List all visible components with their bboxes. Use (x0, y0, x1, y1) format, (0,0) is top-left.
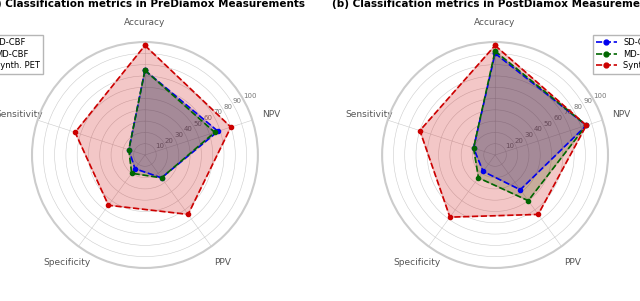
Polygon shape (474, 51, 586, 201)
Legend: SD-CBF, MD-CBF, Synth. PET: SD-CBF, MD-CBF, Synth. PET (0, 35, 43, 74)
Polygon shape (420, 45, 586, 217)
Title: (a) Classification metrics in PreDiamox Measurements: (a) Classification metrics in PreDiamox … (0, 0, 305, 9)
Polygon shape (129, 70, 215, 178)
Polygon shape (474, 53, 586, 190)
Polygon shape (129, 70, 218, 178)
Polygon shape (75, 45, 231, 214)
Title: (b) Classification metrics in PostDiamox Measurements: (b) Classification metrics in PostDiamox… (332, 0, 640, 9)
Legend: SD-CBF, MD-CBF, Synth. PET: SD-CBF, MD-CBF, Synth. PET (593, 35, 640, 74)
